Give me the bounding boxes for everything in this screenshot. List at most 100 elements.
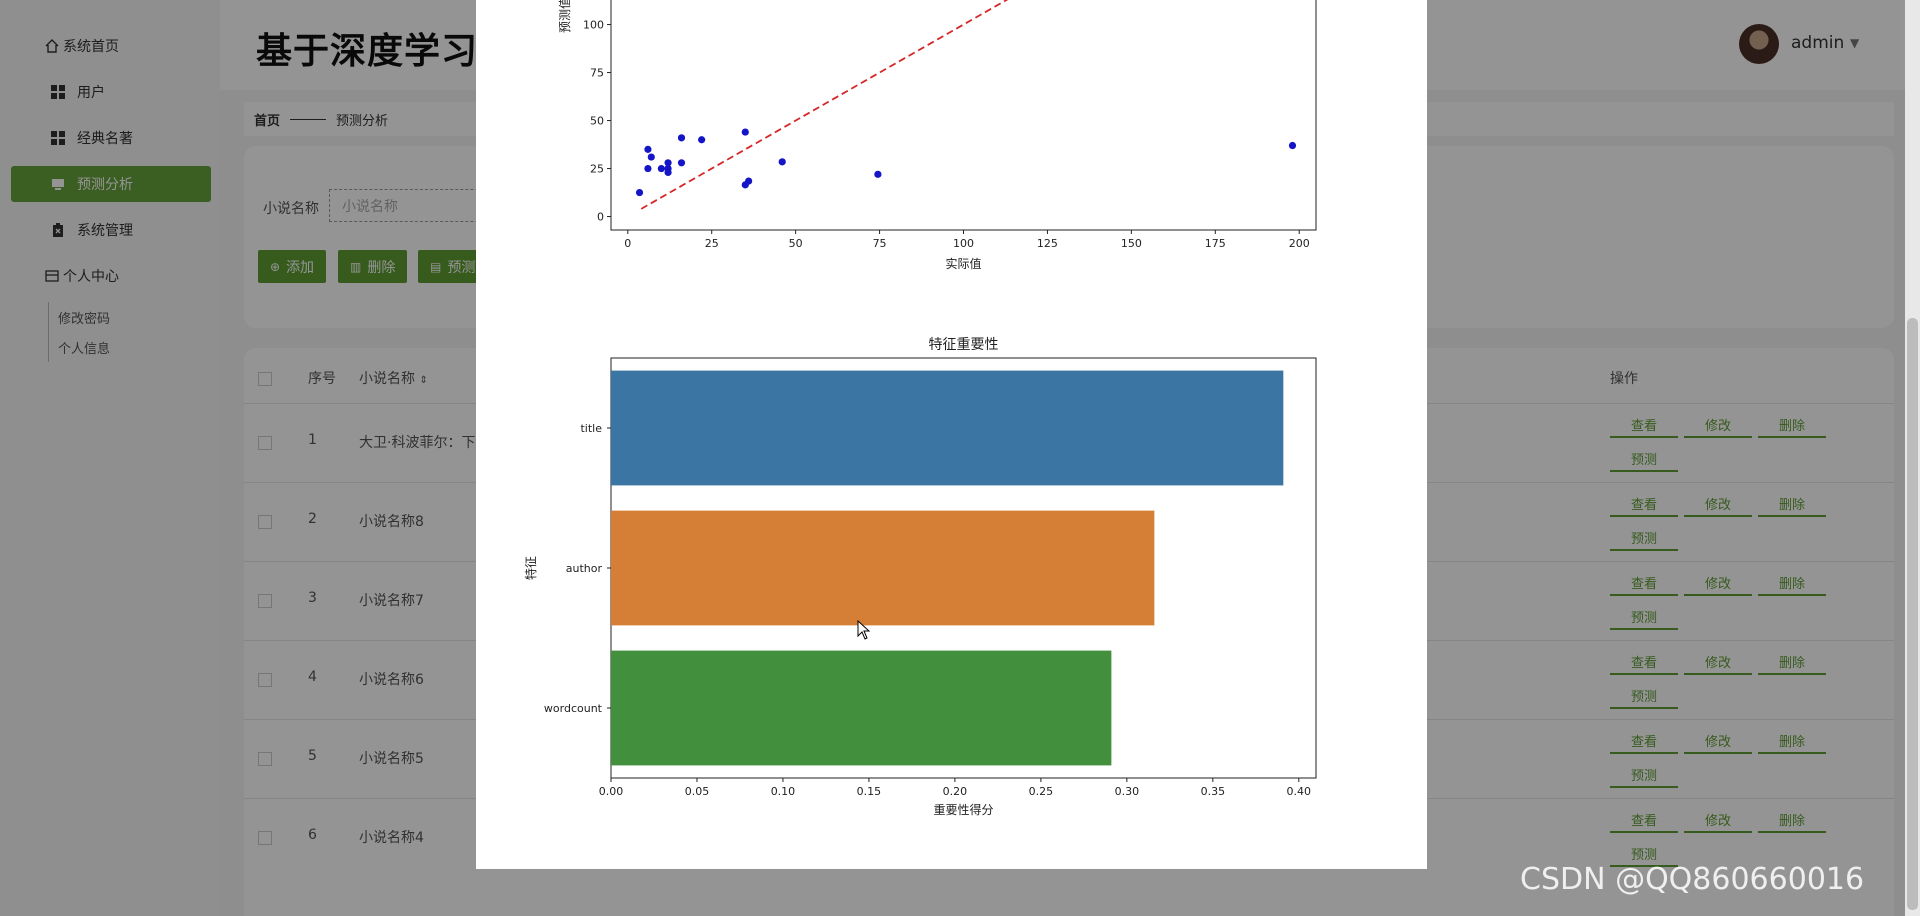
submenu-divider (48, 302, 49, 362)
sidebar-item-system[interactable]: 系统管理 (11, 212, 211, 248)
breadcrumb-home[interactable]: 首页 (254, 113, 281, 129)
row-index: 4 (308, 669, 317, 685)
category-label: author (566, 562, 603, 575)
row-name: 小说名称8 (359, 514, 424, 530)
predict-row-button[interactable]: 预测 (1610, 841, 1678, 867)
row-checkbox[interactable] (258, 594, 272, 608)
sidebar-item-label: 用户 (77, 85, 105, 101)
edit-button[interactable]: 修改 (1684, 491, 1752, 517)
predict-row-button[interactable]: 预测 (1610, 762, 1678, 788)
x-axis-label: 重要性得分 (933, 802, 993, 817)
bar-title (611, 370, 1284, 486)
sidebar-subitem-personal-info[interactable]: 个人信息 (58, 342, 111, 357)
bar-chart-title: 特征重要性 (929, 337, 999, 353)
delete-row-button[interactable]: 删除 (1758, 412, 1826, 438)
scatter-point (664, 159, 672, 167)
sidebar-item-profile[interactable]: 个人中心 (11, 258, 211, 294)
predict-button[interactable]: ▤ 预测 (418, 250, 488, 283)
sort-icon: ⇕ (419, 375, 428, 386)
avatar[interactable] (1739, 24, 1779, 64)
watermark: CSDN @QQ860660016 (1520, 862, 1865, 897)
sidebar-item-label: 经典名著 (77, 131, 133, 147)
grid-icon (51, 85, 65, 99)
clipboard-icon (51, 223, 65, 237)
delete-row-button[interactable]: 删除 (1758, 728, 1826, 754)
x-tick-label: 50 (789, 237, 803, 250)
scatter-plot-area (610, 0, 1317, 231)
document-icon: ▤ (430, 259, 442, 274)
y-axis-label: 预测值 (557, 0, 572, 33)
edit-button[interactable]: 修改 (1684, 807, 1752, 833)
view-button[interactable]: 查看 (1610, 491, 1678, 517)
delete-row-button[interactable]: 删除 (1758, 649, 1826, 675)
delete-row-button[interactable]: 删除 (1758, 570, 1826, 596)
x-axis-label: 实际值 (945, 256, 981, 271)
mouse-cursor-icon (857, 619, 871, 644)
predict-row-button[interactable]: 预测 (1610, 683, 1678, 709)
add-button[interactable]: ⊕ 添加 (258, 250, 327, 283)
edit-button[interactable]: 修改 (1684, 570, 1752, 596)
x-tick-label: 0.10 (771, 785, 796, 798)
row-checkbox[interactable] (258, 436, 272, 450)
header-index: 序号 (308, 371, 336, 387)
sidebar-item-prediction[interactable]: 预测分析 (11, 166, 211, 202)
row-index: 1 (308, 432, 317, 448)
scatter-point (1288, 141, 1297, 150)
breadcrumb-current: 预测分析 (336, 113, 389, 129)
predict-row-button[interactable]: 预测 (1610, 604, 1678, 630)
view-button[interactable]: 查看 (1610, 728, 1678, 754)
sidebar-subitem-change-password[interactable]: 修改密码 (58, 312, 111, 327)
row-name: 小说名称6 (359, 672, 424, 688)
x-tick-label: 25 (705, 237, 719, 250)
view-button[interactable]: 查看 (1610, 807, 1678, 833)
plus-circle-icon: ⊕ (270, 259, 281, 274)
x-tick-label: 0.20 (943, 785, 968, 798)
sidebar-item-label: 预测分析 (77, 177, 133, 193)
scatter-point (644, 164, 652, 173)
bar-wordcount (611, 650, 1112, 766)
row-checkbox[interactable] (258, 673, 272, 687)
user-name[interactable]: admin (1791, 33, 1845, 53)
row-name: 小说名称5 (359, 751, 424, 767)
sidebar-item-classics[interactable]: 经典名著 (11, 120, 211, 156)
delete-row-button[interactable]: 删除 (1758, 491, 1826, 517)
scrollbar-thumb[interactable] (1907, 318, 1918, 910)
predict-row-button[interactable]: 预测 (1610, 446, 1678, 472)
page-title: 基于深度学习 (256, 31, 479, 72)
grid-icon (51, 131, 65, 145)
scatter-point (635, 188, 644, 197)
row-checkbox[interactable] (258, 831, 272, 845)
caret-down-icon[interactable]: ▼ (1850, 36, 1860, 50)
view-button[interactable]: 查看 (1610, 412, 1678, 438)
header-name[interactable]: 小说名称 ⇕ (359, 368, 428, 388)
trash-icon: ▥ (350, 259, 362, 274)
x-tick-label: 175 (1205, 237, 1226, 250)
scatter-point (677, 159, 686, 167)
search-label: 小说名称 (263, 201, 319, 217)
sidebar-item-users[interactable]: 用户 (11, 74, 211, 110)
sidebar-item-label: 系统管理 (77, 223, 133, 239)
x-tick-label: 0.35 (1201, 785, 1226, 798)
x-tick-label: 0.00 (599, 785, 624, 798)
sidebar-item-home[interactable]: 系统首页 (11, 28, 211, 64)
scatter-point (745, 177, 753, 185)
view-button[interactable]: 查看 (1610, 649, 1678, 675)
row-name: 小说名称4 (359, 830, 424, 846)
row-index: 2 (308, 511, 317, 527)
edit-button[interactable]: 修改 (1684, 649, 1752, 675)
x-tick-label: 75 (873, 237, 887, 250)
view-button[interactable]: 查看 (1610, 570, 1678, 596)
edit-button[interactable]: 修改 (1684, 412, 1752, 438)
select-all-checkbox[interactable] (258, 372, 272, 386)
y-tick-label: 100 (583, 19, 604, 32)
delete-row-button[interactable]: 删除 (1758, 807, 1826, 833)
x-tick-label: 0.25 (1029, 785, 1054, 798)
row-checkbox[interactable] (258, 752, 272, 766)
y-tick-label: 25 (590, 163, 604, 176)
edit-button[interactable]: 修改 (1684, 728, 1752, 754)
y-axis-label: 特征 (523, 556, 538, 580)
predict-row-button[interactable]: 预测 (1610, 525, 1678, 551)
delete-button[interactable]: ▥ 删除 (338, 250, 408, 283)
row-checkbox[interactable] (258, 515, 272, 529)
x-tick-label: 125 (1037, 237, 1058, 250)
